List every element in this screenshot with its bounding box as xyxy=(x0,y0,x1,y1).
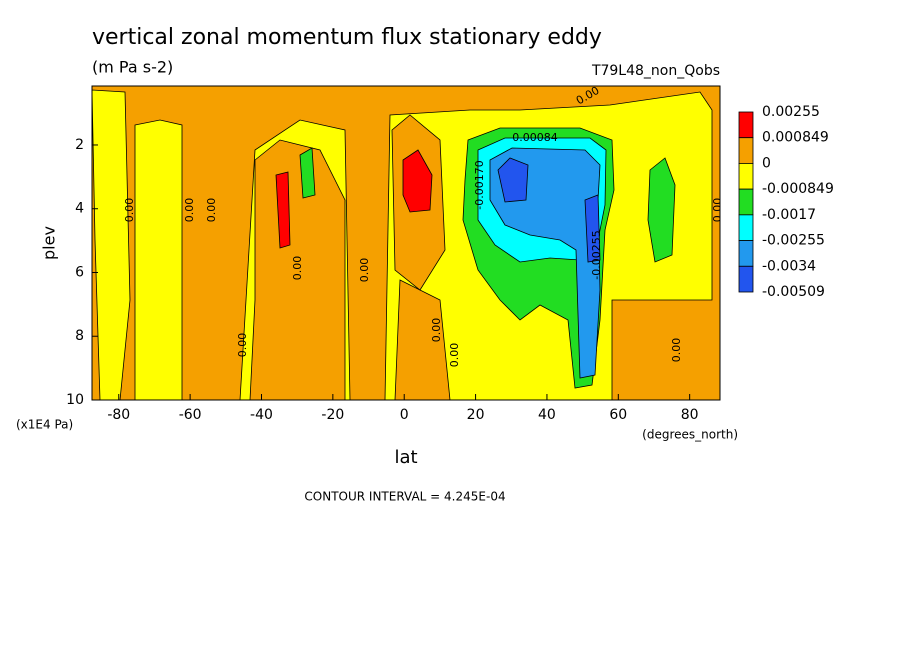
y-tick-label: 4 xyxy=(75,201,84,217)
y-tick-label: 2 xyxy=(75,137,84,153)
contour-label: 0.00 xyxy=(123,198,136,223)
colorbar-box xyxy=(738,111,754,139)
y-axis-label: plev xyxy=(40,226,59,260)
contour-label: 0.00 xyxy=(430,318,443,343)
y-tick-label: 10 xyxy=(66,392,84,408)
x-tick-label: 60 xyxy=(609,407,627,423)
contour-band xyxy=(647,157,676,263)
contour-band xyxy=(275,171,291,249)
x-tick-label: -20 xyxy=(321,407,344,423)
colorbar-label: -0.00255 xyxy=(762,233,825,249)
contour-label: 0.00084 xyxy=(512,131,558,144)
x-tick-label: 80 xyxy=(681,407,699,423)
x-tick-label: -60 xyxy=(179,407,202,423)
contour-label: -0.00170 xyxy=(473,160,486,209)
contour-band xyxy=(92,89,131,400)
contour-band xyxy=(584,194,601,263)
chart-subtitle: (m Pa s-2) xyxy=(92,58,173,77)
colorbar-box xyxy=(738,265,754,293)
contour-band xyxy=(249,139,346,400)
colorbar-box xyxy=(738,163,754,190)
contour-label: 0.00 xyxy=(205,198,218,223)
colorbar-box xyxy=(738,188,754,216)
filled-regions: 0.00 0.00 0.00 0.00 0.00 0.00 0.00 0.00 0.00 0.00… xyxy=(92,86,724,400)
plot-frame xyxy=(91,85,721,401)
dataset-label: T79L48_non_Qobs xyxy=(591,63,720,79)
y-units: (x1E4 Pa) xyxy=(16,418,73,432)
contour-band xyxy=(497,157,529,203)
contour-band xyxy=(299,147,316,199)
x-tick-label: -40 xyxy=(250,407,273,423)
colorbar-box xyxy=(738,137,754,164)
colorbar-box xyxy=(738,214,754,241)
x-axis-label: lat xyxy=(394,447,417,468)
contour-label: -0.00255 xyxy=(590,230,603,279)
contour-label: 0.00 xyxy=(448,343,461,368)
x-tick-label: 20 xyxy=(467,407,485,423)
contour-label: 0.00 xyxy=(291,256,304,281)
contour-field: 0.00 0.00 0.00 0.00 0.00 0.00 0.00 0.00 0.00 0.00… xyxy=(92,86,724,400)
contour-interval: CONTOUR INTERVAL = 4.245E-04 xyxy=(304,490,505,504)
colorbar-label: -0.000849 xyxy=(762,181,834,197)
x-units: (degrees_north) xyxy=(642,428,738,442)
chart-title: vertical zonal momentum flux stationary … xyxy=(92,25,602,50)
colorbar-label: 0 xyxy=(762,155,771,171)
x-tick-label: 0 xyxy=(400,407,409,423)
y-tick-label: 6 xyxy=(75,264,84,280)
contour-label: 0.00 xyxy=(711,198,724,223)
x-tick-label: -80 xyxy=(107,407,130,423)
contour-band xyxy=(489,147,601,379)
contour-label: 0.00 xyxy=(358,258,371,283)
colorbar-label: -0.0034 xyxy=(762,258,816,274)
contour-band xyxy=(402,149,433,213)
contour-label: 0.00 xyxy=(670,338,683,363)
colorbar-box xyxy=(738,240,754,267)
colorbar-label: 0.000849 xyxy=(762,130,829,146)
x-tick-label: 40 xyxy=(538,407,556,423)
y-tick-label: 8 xyxy=(75,328,84,344)
colorbar-label: -0.00509 xyxy=(762,284,825,300)
colorbar-label: -0.0017 xyxy=(762,207,816,223)
contour-label: 0.00 xyxy=(236,333,249,358)
contour-label: 0.00 xyxy=(183,198,196,223)
colorbar-label: 0.00255 xyxy=(762,104,820,120)
